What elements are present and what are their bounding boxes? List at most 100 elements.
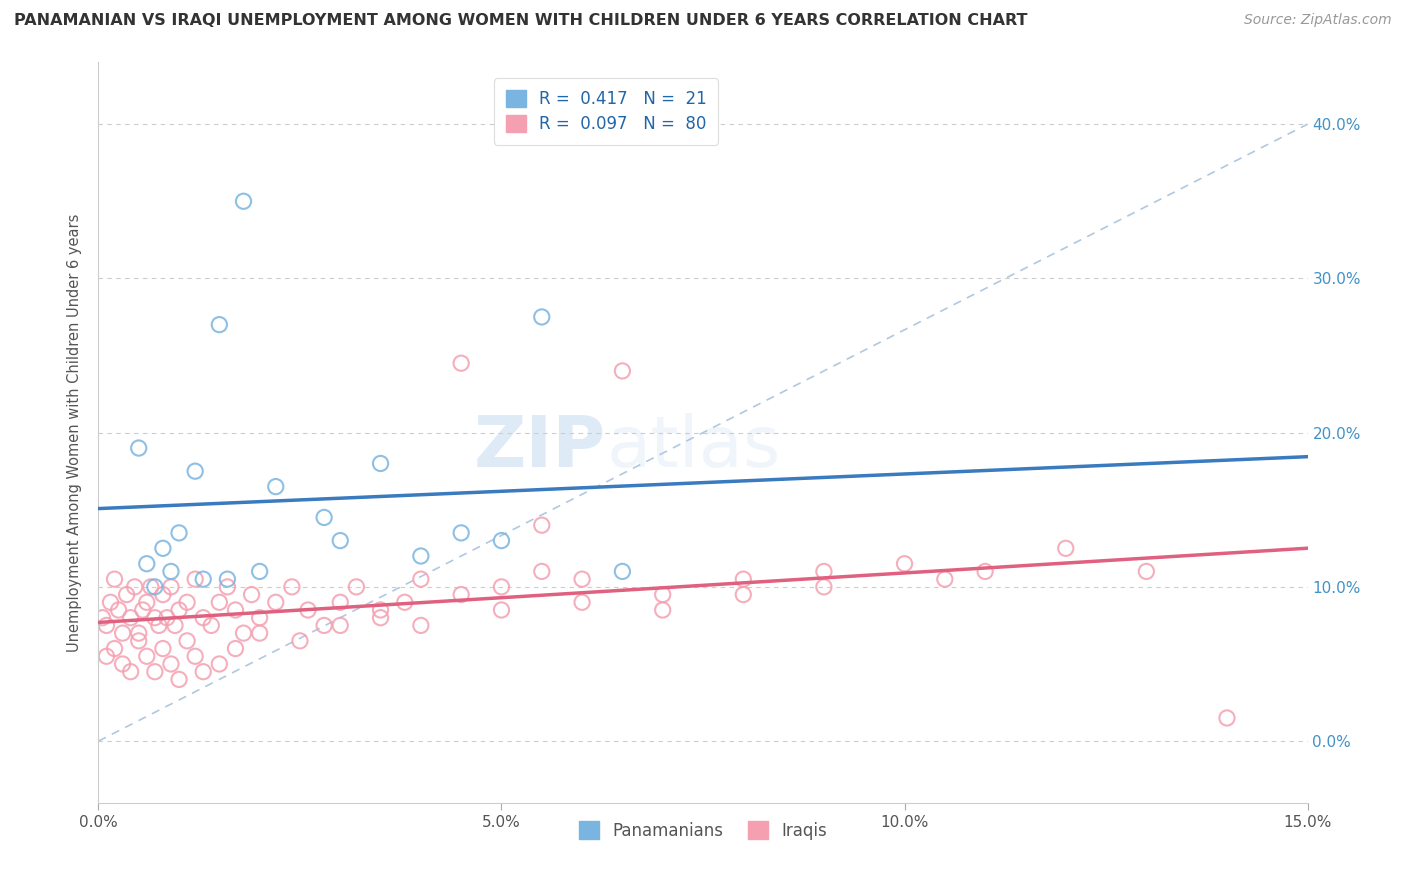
Point (176, 633, 198, 648)
Legend: Panamanians, Iraqis: Panamanians, Iraqis (572, 814, 834, 847)
Point (249, 611, 271, 625)
Point (281, 580, 304, 594)
Point (612, 565, 634, 579)
Point (115, 588, 138, 602)
Point (370, 603, 392, 617)
Point (530, 310, 553, 324)
Point (329, 533, 352, 548)
Point (491, 533, 513, 548)
Point (217, 572, 239, 586)
Point (135, 557, 157, 571)
Point (297, 603, 319, 617)
Point (571, 572, 593, 586)
Point (314, 618, 336, 632)
Point (152, 641, 174, 656)
Point (409, 549, 432, 563)
Point (893, 557, 915, 571)
Point (394, 595, 416, 609)
Point (176, 595, 198, 609)
Point (107, 603, 129, 617)
Point (934, 572, 956, 586)
Point (240, 588, 263, 602)
Point (344, 580, 367, 594)
Point (135, 595, 157, 609)
Point (152, 588, 174, 602)
Point (409, 572, 432, 586)
Point (232, 194, 254, 209)
Point (314, 510, 336, 524)
Point (193, 611, 215, 625)
Point (813, 565, 835, 579)
Point (530, 565, 553, 579)
Point (733, 588, 755, 602)
Point (530, 518, 553, 533)
Point (491, 603, 513, 617)
Point (167, 603, 190, 617)
Point (1054, 541, 1077, 556)
Point (132, 603, 155, 617)
Point (143, 611, 166, 625)
Point (813, 580, 835, 594)
Point (193, 665, 215, 679)
Point (184, 649, 207, 664)
Point (128, 633, 150, 648)
Point (450, 356, 472, 370)
Point (974, 565, 997, 579)
Point (224, 603, 246, 617)
Point (733, 572, 755, 586)
Point (135, 649, 157, 664)
Point (124, 580, 146, 594)
Point (491, 580, 513, 594)
Point (167, 525, 190, 540)
Text: ZIP: ZIP (474, 413, 606, 482)
Point (128, 626, 150, 640)
Point (249, 626, 271, 640)
Point (232, 626, 254, 640)
Y-axis label: Unemployment Among Women with Children Under 6 years: Unemployment Among Women with Children U… (67, 213, 83, 652)
Point (329, 618, 352, 632)
Point (163, 618, 186, 632)
Point (329, 595, 352, 609)
Text: Source: ZipAtlas.com: Source: ZipAtlas.com (1244, 13, 1392, 28)
Point (249, 565, 271, 579)
Point (217, 580, 239, 594)
Point (139, 580, 162, 594)
Point (103, 572, 125, 586)
Point (224, 641, 246, 656)
Point (167, 673, 190, 687)
Point (450, 588, 472, 602)
Point (120, 665, 142, 679)
Point (208, 657, 231, 671)
Point (193, 572, 215, 586)
Point (160, 657, 183, 671)
Point (156, 611, 179, 625)
Point (96, 649, 118, 664)
Point (184, 464, 207, 478)
Point (651, 603, 673, 617)
Point (651, 588, 673, 602)
Point (450, 525, 472, 540)
Point (100, 595, 122, 609)
Point (103, 641, 125, 656)
Point (264, 595, 287, 609)
Point (264, 480, 287, 494)
Point (160, 565, 183, 579)
Point (111, 626, 134, 640)
Text: atlas: atlas (606, 413, 780, 482)
Point (208, 595, 231, 609)
Point (120, 611, 142, 625)
Point (152, 541, 174, 556)
Point (1216, 711, 1239, 725)
Point (111, 657, 134, 671)
Point (288, 633, 311, 648)
Point (208, 318, 231, 332)
Point (200, 618, 222, 632)
Point (612, 364, 634, 378)
Point (184, 572, 207, 586)
Point (1135, 565, 1157, 579)
Point (370, 457, 392, 471)
Point (91, 611, 114, 625)
Point (96, 618, 118, 632)
Point (571, 595, 593, 609)
Point (409, 618, 432, 632)
